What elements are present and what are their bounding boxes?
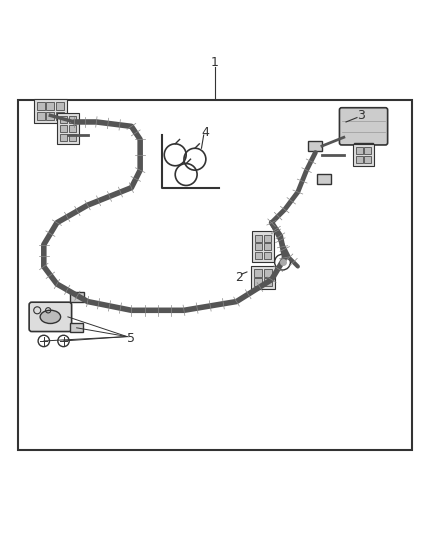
Bar: [354, 143, 373, 151]
Text: 4: 4: [201, 126, 209, 140]
Bar: [264, 235, 271, 241]
Bar: [18, 100, 412, 450]
Bar: [60, 125, 67, 132]
Bar: [353, 144, 374, 166]
Bar: [56, 102, 64, 110]
Bar: [60, 116, 67, 123]
Bar: [255, 235, 262, 241]
Bar: [46, 112, 54, 120]
Bar: [254, 278, 262, 286]
Bar: [57, 113, 79, 144]
Bar: [69, 134, 76, 141]
FancyBboxPatch shape: [339, 108, 388, 145]
Bar: [70, 324, 83, 332]
Bar: [364, 156, 371, 163]
Text: 5: 5: [127, 332, 135, 345]
Bar: [264, 269, 272, 277]
Bar: [356, 147, 363, 154]
Bar: [60, 134, 67, 141]
Bar: [56, 112, 64, 120]
Bar: [251, 265, 275, 289]
Bar: [317, 174, 331, 184]
Bar: [308, 141, 322, 151]
Text: 3: 3: [357, 109, 365, 122]
FancyBboxPatch shape: [29, 302, 71, 332]
Bar: [364, 147, 371, 154]
Bar: [69, 125, 76, 132]
Bar: [37, 112, 45, 120]
Bar: [34, 99, 67, 123]
Bar: [255, 243, 262, 251]
Bar: [264, 278, 272, 286]
Ellipse shape: [40, 310, 60, 324]
Bar: [254, 269, 262, 277]
Bar: [264, 252, 271, 259]
Bar: [264, 243, 271, 251]
Bar: [252, 231, 274, 262]
Bar: [70, 292, 84, 302]
Text: 1: 1: [211, 56, 219, 69]
Text: 2: 2: [235, 271, 243, 284]
Bar: [69, 116, 76, 123]
Bar: [356, 156, 363, 163]
Bar: [37, 102, 45, 110]
Bar: [255, 252, 262, 259]
Bar: [46, 102, 54, 110]
